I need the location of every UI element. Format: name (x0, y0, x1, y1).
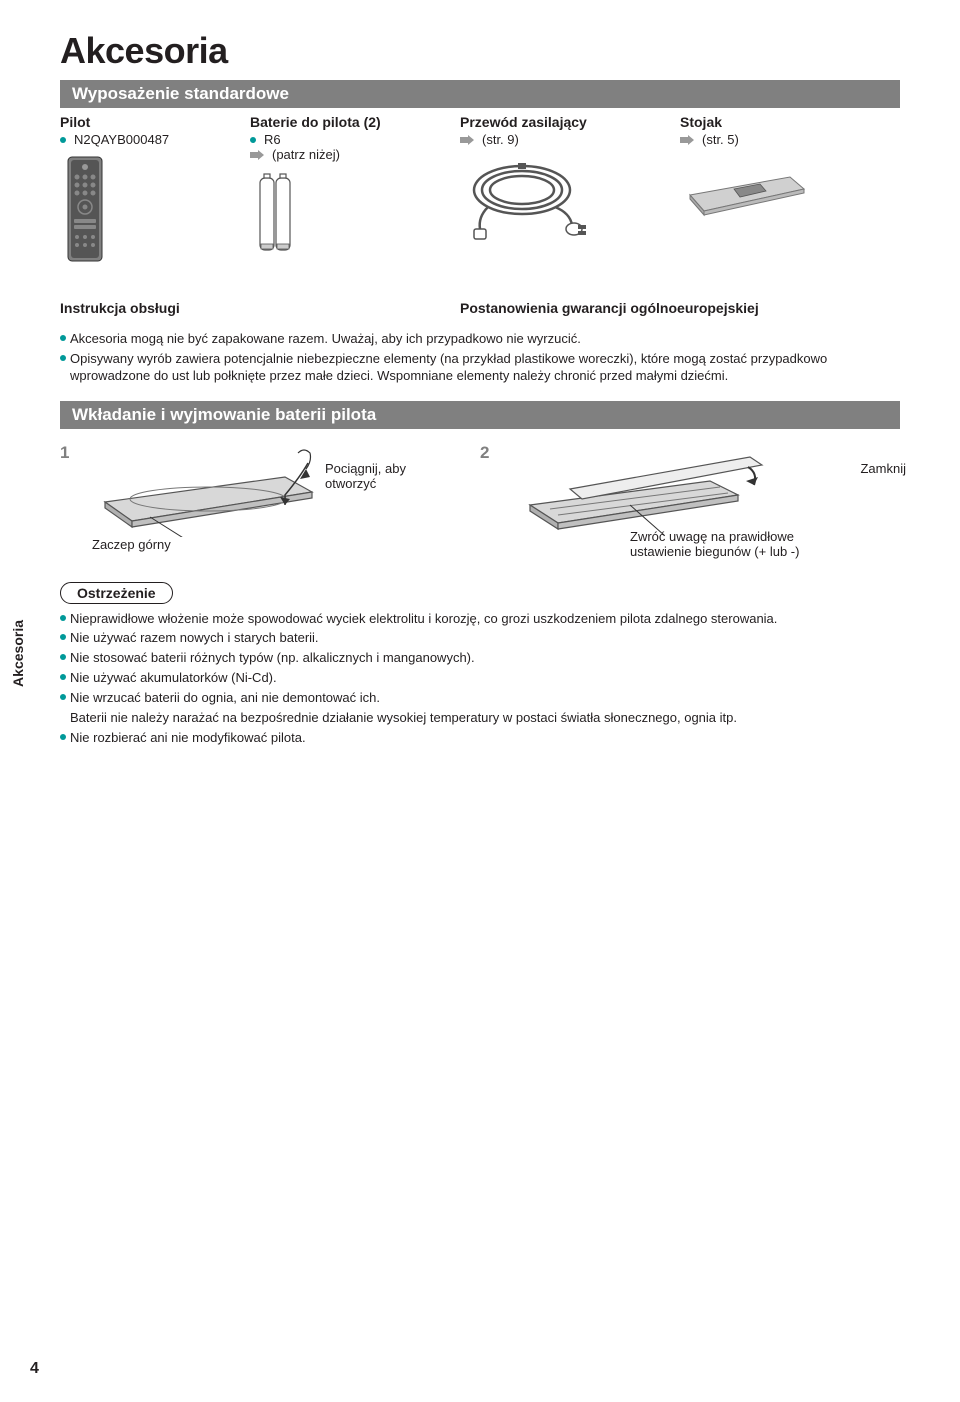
bullet-icon (60, 734, 66, 740)
battery-sub1: R6 (250, 132, 460, 147)
step-1-caption-hook: Zaczep górny (92, 537, 171, 552)
bullet-icon (250, 137, 256, 143)
stand-ref: (str. 5) (702, 132, 739, 147)
pilot-image (60, 155, 250, 255)
bullet-icon (60, 615, 66, 621)
cable-sub: (str. 9) (460, 132, 680, 147)
battery-ref: (patrz niżej) (272, 147, 340, 162)
arrow-icon (250, 150, 264, 160)
manual-warranty-row: Instrukcja obsługi Postanowienia gwaranc… (60, 300, 900, 318)
battery-image (250, 170, 460, 270)
bullet-icon (60, 335, 66, 341)
section-header-standard: Wyposażenie standardowe (60, 80, 900, 108)
battery-steps-row: 1 Pociągnij, aby otworzyć Zaczep górny 2… (60, 443, 900, 542)
stand-sub: (str. 5) (680, 132, 880, 147)
warranty-label: Postanowienia gwarancji ogólnoeuropejski… (460, 300, 759, 316)
arrow-icon (680, 135, 694, 145)
side-tab: Akcesoria (10, 620, 26, 687)
step-1-num: 1 (60, 443, 69, 463)
cable-title: Przewód zasilający (460, 114, 680, 130)
battery-sub2: (patrz niżej) (250, 147, 460, 162)
accessory-pilot: Pilot N2QAYB000487 (60, 114, 250, 270)
step-2-caption-close: Zamknij (860, 461, 906, 476)
step-2-image (510, 447, 770, 537)
warning-6: Nie rozbierać ani nie modyfikować pilota… (70, 729, 900, 748)
step-2-num: 2 (480, 443, 489, 463)
note-1: Akcesoria mogą nie być zapakowane razem.… (70, 330, 900, 348)
cable-image (460, 155, 680, 255)
warning-4: Nie używać akumulatorków (Ni-Cd). (70, 669, 900, 688)
accessories-row: Pilot N2QAYB000487 Baterie do p (60, 114, 900, 270)
manual-label: Instrukcja obsługi (60, 300, 180, 316)
step-1-caption-pull: Pociągnij, aby otworzyć (325, 461, 406, 491)
step-1-image (90, 447, 330, 537)
bullet-icon (60, 634, 66, 640)
accessory-stand: Stojak (str. 5) (680, 114, 880, 270)
step-2-caption-polarity: Zwróć uwagę na prawidłowe ustawienie bie… (630, 529, 799, 559)
step-1: 1 Pociągnij, aby otworzyć Zaczep górny (60, 443, 480, 542)
bullet-icon (60, 137, 66, 143)
page-title: Akcesoria (60, 30, 900, 72)
pilot-sub: N2QAYB000487 (60, 132, 250, 147)
warning-5b: Baterii nie należy narażać na bezpośredn… (70, 709, 900, 728)
arrow-icon (460, 135, 474, 145)
note-2: Opisywany wyrób zawiera potencjalnie nie… (70, 350, 900, 385)
warning-list: Nieprawidłowe włożenie może spowodować w… (60, 610, 900, 748)
page-number: 4 (30, 1360, 39, 1378)
warning-3: Nie stosować baterii różnych typów (np. … (70, 649, 900, 668)
pilot-title: Pilot (60, 114, 250, 130)
battery-title: Baterie do pilota (2) (250, 114, 460, 130)
bullet-icon (60, 355, 66, 361)
bullet-icon (60, 654, 66, 660)
cable-ref: (str. 9) (482, 132, 519, 147)
pilot-model: N2QAYB000487 (74, 132, 169, 147)
notes-block: Akcesoria mogą nie być zapakowane razem.… (60, 330, 900, 385)
bullet-icon (60, 694, 66, 700)
warning-1: Nieprawidłowe włożenie może spowodować w… (70, 610, 900, 629)
accessory-battery: Baterie do pilota (2) R6 (patrz niżej) (250, 114, 460, 270)
accessory-cable: Przewód zasilający (str. 9) (460, 114, 680, 270)
stand-title: Stojak (680, 114, 880, 130)
section-header-battery: Wkładanie i wyjmowanie baterii pilota (60, 401, 900, 429)
stand-image (680, 155, 880, 255)
battery-type: R6 (264, 132, 281, 147)
warning-2: Nie używać razem nowych i starych bateri… (70, 629, 900, 648)
warning-5: Nie wrzucać baterii do ognia, ani nie de… (70, 689, 900, 708)
bullet-icon (60, 674, 66, 680)
warning-pill: Ostrzeżenie (60, 582, 173, 604)
step-2: 2 Zamknij Zwróć uwagę na prawidłowe usta… (480, 443, 900, 542)
